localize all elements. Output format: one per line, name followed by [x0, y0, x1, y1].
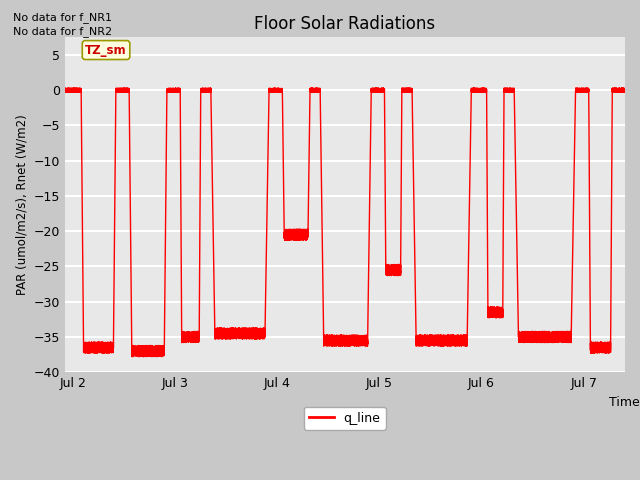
Text: No data for f_NR1: No data for f_NR1: [13, 12, 112, 23]
Y-axis label: PAR (umol/m2/s), Rnet (W/m2): PAR (umol/m2/s), Rnet (W/m2): [15, 114, 28, 295]
Legend: q_line: q_line: [304, 407, 385, 430]
Text: No data for f_NR2: No data for f_NR2: [13, 26, 112, 37]
X-axis label: Time: Time: [609, 396, 640, 408]
Text: TZ_sm: TZ_sm: [85, 44, 127, 57]
Title: Floor Solar Radiations: Floor Solar Radiations: [254, 15, 435, 33]
